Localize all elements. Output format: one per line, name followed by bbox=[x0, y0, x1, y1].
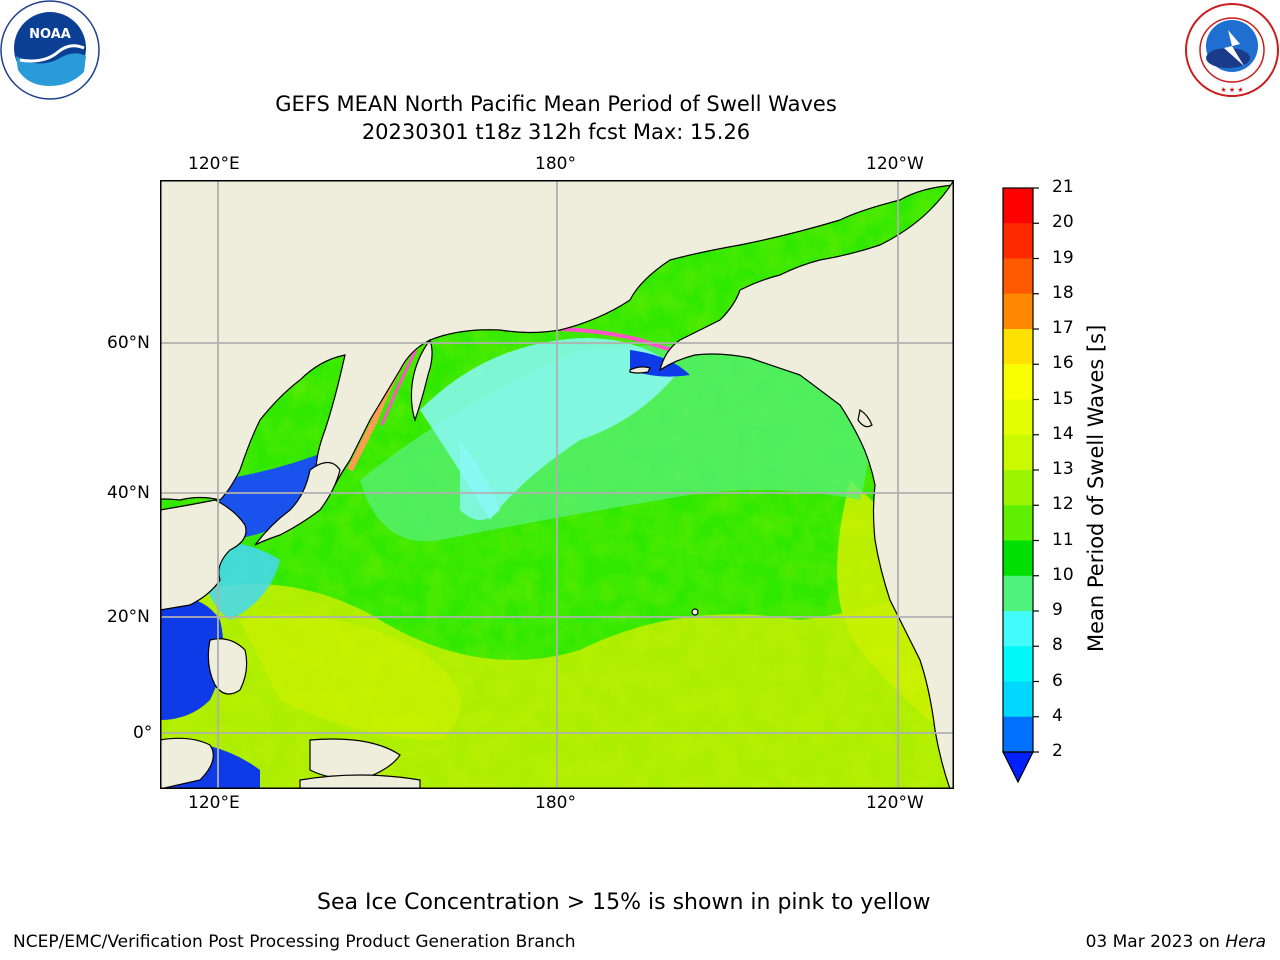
lon-label-bottom-180: 180° bbox=[535, 793, 576, 813]
map-frame bbox=[160, 180, 954, 789]
colorbar-segment bbox=[1003, 329, 1033, 365]
colorbar-tick-label: 17 bbox=[1052, 318, 1074, 338]
footer-left: NCEP/EMC/Verification Post Processing Pr… bbox=[13, 932, 576, 952]
colorbar-tick-label: 2 bbox=[1052, 741, 1063, 761]
colorbar-segment bbox=[1003, 188, 1033, 224]
land-alaska bbox=[659, 177, 955, 791]
land-asia bbox=[159, 179, 955, 501]
colorbar-tick-label: 21 bbox=[1052, 177, 1074, 197]
colorbar-segment bbox=[1003, 611, 1033, 647]
colorbar-title: Mean Period of Swell Waves [s] bbox=[1084, 324, 1108, 652]
land-borneo bbox=[159, 737, 214, 790]
lat-label-40n: 40°N bbox=[107, 483, 150, 503]
colorbar-tick-label: 15 bbox=[1052, 388, 1074, 409]
colorbar-tick-label: 13 bbox=[1052, 459, 1074, 479]
colorbar-tick-label: 18 bbox=[1052, 282, 1074, 303]
ocean-cyan-zone-2 bbox=[460, 440, 500, 520]
land-vancouver bbox=[857, 409, 873, 428]
colorbar-tick-label: 6 bbox=[1052, 670, 1063, 691]
noaa-logo: NOAA bbox=[0, 0, 104, 100]
land-china bbox=[159, 499, 247, 611]
land-japan bbox=[254, 461, 341, 546]
land-hawaii bbox=[691, 608, 699, 616]
colorbar-tick-label: 16 bbox=[1052, 353, 1074, 374]
colorbar-segment bbox=[1003, 258, 1033, 295]
lon-label-top-120w: 120°W bbox=[866, 154, 924, 174]
land-kamchatka bbox=[410, 338, 433, 422]
footer-right: 03 Mar 2023 on Hera bbox=[1086, 932, 1266, 952]
svg-text:★ ★ ★: ★ ★ ★ bbox=[1220, 86, 1243, 94]
colorbar-tick-label: 20 bbox=[1052, 212, 1074, 233]
lon-label-top-120e: 120°E bbox=[188, 154, 240, 174]
lon-label-bottom-120w: 120°W bbox=[866, 793, 924, 813]
colorbar-segment bbox=[1003, 399, 1033, 436]
colorbar-segment bbox=[1003, 364, 1033, 400]
colorbar-segment bbox=[1003, 681, 1033, 718]
colorbar-segment bbox=[1003, 470, 1033, 506]
ocean-cyan-zone bbox=[420, 338, 680, 520]
colorbar-tick-label: 8 bbox=[1052, 635, 1063, 656]
lon-label-top-180: 180° bbox=[535, 154, 576, 174]
colorbar-tick-label: 10 bbox=[1052, 564, 1074, 585]
colorbar-tick-label: 12 bbox=[1052, 494, 1074, 515]
lat-label-20n: 20°N bbox=[107, 607, 150, 627]
colorbar-segment bbox=[1003, 223, 1033, 259]
swell-period-map bbox=[159, 177, 955, 791]
colorbar-segment bbox=[1003, 575, 1033, 612]
colorbar-segment bbox=[1003, 434, 1033, 471]
colorbar-tick-label: 9 bbox=[1052, 600, 1063, 620]
ocean-blue-west bbox=[160, 597, 224, 720]
colorbar-extension bbox=[1002, 751, 1034, 784]
noaa-logo-text: NOAA bbox=[29, 27, 71, 42]
lat-label-0: 0° bbox=[133, 723, 153, 743]
map-title-line1: GEFS MEAN North Pacific Mean Period of S… bbox=[275, 92, 837, 116]
footer-date: 03 Mar 2023 on bbox=[1085, 932, 1226, 952]
sea-ice-note: Sea Ice Concentration > 15% is shown in … bbox=[317, 890, 931, 915]
grid-lines bbox=[160, 180, 954, 789]
lat-label-60n: 60°N bbox=[107, 333, 150, 353]
footer-host: Hera bbox=[1225, 932, 1266, 952]
colorbar-segment bbox=[1003, 646, 1033, 682]
colorbar-tick-label: 19 bbox=[1052, 247, 1074, 268]
lon-label-bottom-120e: 120°E bbox=[188, 793, 240, 813]
land-aleutians bbox=[629, 366, 651, 374]
ocean-blue-japan bbox=[220, 450, 337, 540]
land-australia bbox=[299, 774, 421, 790]
colorbar-segment bbox=[1003, 540, 1033, 577]
colorbar-segment bbox=[1003, 505, 1033, 541]
colorbar-segment bbox=[1003, 293, 1033, 330]
map-title-line2: 20230301 t18z 312h fcst Max: 15.26 bbox=[361, 120, 751, 144]
colorbar-tick-label: 11 bbox=[1052, 529, 1074, 550]
colorbar-tick-label: 4 bbox=[1052, 705, 1063, 726]
colorbar-tick-label: 14 bbox=[1052, 423, 1074, 444]
nws-logo: ★ ★ ★ bbox=[1180, 0, 1280, 100]
colorbar-svg bbox=[1002, 187, 1039, 784]
sea-ice-edge-okhotsk-pink bbox=[380, 349, 418, 426]
colorbar bbox=[1000, 186, 1040, 786]
colorbar-segment bbox=[1003, 716, 1033, 753]
